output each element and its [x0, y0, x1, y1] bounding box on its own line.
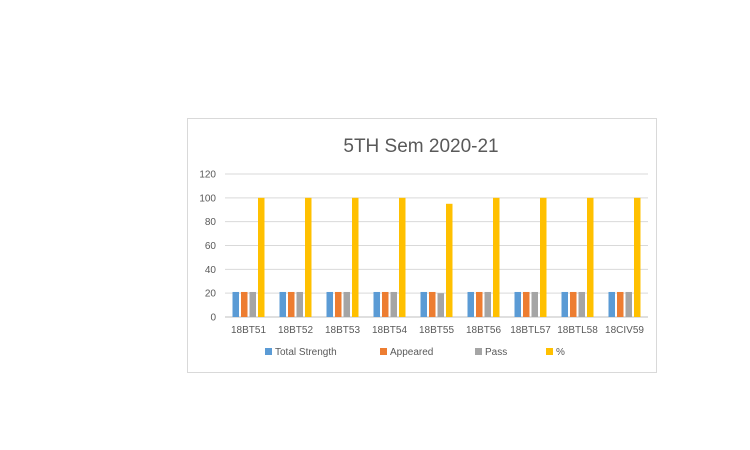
bar: [241, 291, 248, 317]
bar: [437, 293, 444, 317]
x-tick-label: 18BTL58: [557, 325, 598, 336]
bar: [399, 197, 406, 317]
bar: [531, 291, 538, 317]
legend-swatch: [265, 348, 272, 355]
x-tick-label: 18BT51: [231, 325, 266, 336]
bar: [390, 291, 397, 317]
bar: [446, 203, 453, 317]
x-tick-label: 18BT55: [419, 325, 454, 336]
bar: [561, 291, 568, 317]
y-tick-label: 60: [205, 241, 217, 252]
bar: [429, 291, 436, 317]
bar: [540, 197, 547, 317]
bar: [382, 291, 389, 317]
bar: [617, 291, 624, 317]
y-tick-label: 20: [205, 289, 217, 300]
x-tick-label: 18BTL57: [510, 325, 551, 336]
bar: [523, 291, 530, 317]
y-tick-label: 120: [199, 170, 216, 181]
bar: [420, 291, 427, 317]
bar: [373, 291, 380, 317]
bars: [232, 197, 641, 317]
bar: [467, 291, 474, 317]
y-axis: 0 20 40 60 80 100 120: [199, 170, 216, 324]
x-tick-label: 18CIV59: [605, 325, 644, 336]
bar: [634, 197, 641, 317]
bar: [352, 197, 359, 317]
legend-swatch: [546, 348, 553, 355]
bar: [570, 291, 577, 317]
bar: [514, 291, 521, 317]
x-tick-label: 18BT56: [466, 325, 501, 336]
x-tick-label: 18BT54: [372, 325, 407, 336]
bar: [258, 197, 265, 317]
x-tick-label: 18BT52: [278, 325, 313, 336]
x-axis: 18BT51 18BT52 18BT53 18BT54 18BT55 18BT56 18BT…: [231, 325, 644, 336]
bar: [608, 291, 615, 317]
legend-label: Total Strength: [275, 347, 337, 358]
legend-label: %: [556, 347, 565, 358]
legend: Total Strength Appeared Pass%: [265, 347, 565, 358]
bar: [326, 291, 333, 317]
bar: [343, 291, 350, 317]
legend-label: Pass: [485, 347, 507, 358]
bar: [484, 291, 491, 317]
y-tick-label: 40: [205, 265, 217, 276]
gridlines: [225, 173, 648, 318]
y-tick-label: 100: [199, 193, 216, 204]
bar: [476, 291, 483, 317]
bar: [288, 291, 295, 317]
y-tick-label: 80: [205, 217, 217, 228]
chart-title: 5TH Sem 2020-21: [343, 136, 498, 157]
bar: [587, 197, 594, 317]
y-tick-label: 0: [210, 313, 216, 324]
x-tick-label: 18BT53: [325, 325, 360, 336]
bar: [305, 197, 312, 317]
legend-swatch: [380, 348, 387, 355]
bar: [578, 291, 585, 317]
bar: [493, 197, 500, 317]
bar: [296, 291, 303, 317]
legend-swatch: [475, 348, 482, 355]
bar: [232, 291, 239, 317]
bar: [279, 291, 286, 317]
bar: [335, 291, 342, 317]
bar: [249, 291, 256, 317]
bar: [625, 291, 632, 317]
legend-label: Appeared: [390, 347, 433, 358]
